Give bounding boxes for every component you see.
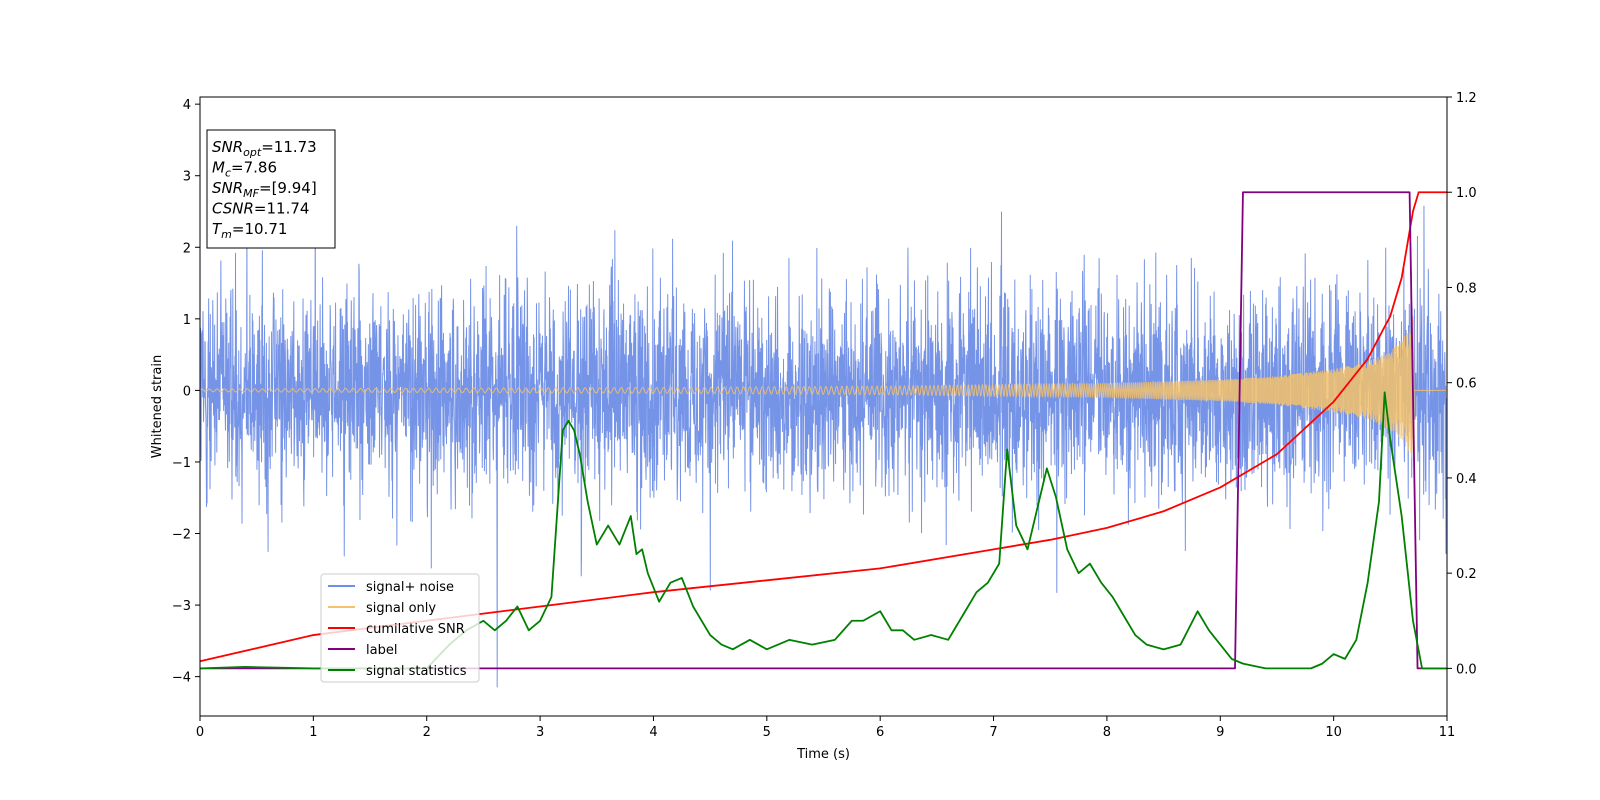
y-left-tick-label: 4 [183,98,191,113]
y-right-tick-label: 1.2 [1456,91,1477,106]
series-cumilative-snr [199,191,1447,663]
legend-label: signal only [366,601,436,616]
legend-frame [320,573,480,683]
legend-label: cumilative SNR [366,622,465,637]
series-layer [199,191,1447,670]
x-tick-label: 8 [1103,725,1111,740]
x-axis-title: Time (s) [796,747,850,762]
x-tick-label: 7 [989,725,997,740]
annotation-line: SNRMF=[9.94] [212,179,317,200]
annotation-line: Tm=10.71 [212,220,287,241]
annotation-line: CSNR=11.74 [212,200,309,218]
x-tick-label: 11 [1439,725,1456,740]
y-right-tick-label: 0.6 [1456,377,1477,392]
y-left-tick-label: −1 [172,456,191,471]
y-left-tick-label: −4 [172,671,191,686]
y-left-tick-label: 0 [183,384,191,399]
y-right-tick-label: 0.2 [1456,567,1477,582]
plot-frame [199,96,1448,717]
x-tick-label: 4 [649,725,657,740]
y-left-tick-label: 3 [183,170,191,185]
x-tick-label: 10 [1325,725,1342,740]
y-right-tick-label: 1.0 [1456,186,1477,201]
series-signal-only [199,316,1447,462]
legend-label: signal+ noise [366,580,454,595]
series-signal-statistics [199,391,1447,670]
annotation-frame [206,129,336,249]
y-left-tick-label: 1 [183,313,191,328]
y-left-tick-label: −2 [172,528,191,543]
annotation-line: Mc=7.86 [212,159,277,180]
legend-label: label [366,643,397,658]
annotation-box: SNRopt=11.73Mc=7.86SNRMF=[9.94]CSNR=11.7… [206,129,336,249]
x-tick-label: 2 [423,725,431,740]
y-axis-title: Whitened strain [150,355,165,458]
y-right-tick-label: 0.0 [1456,662,1477,677]
annotation-line: SNRopt=11.73 [212,138,317,159]
y-left-tick-label: −3 [172,599,191,614]
x-tick-label: 9 [1216,725,1224,740]
x-tick-label: 6 [876,725,884,740]
x-tick-label: 0 [196,725,204,740]
y-right-tick-label: 0.8 [1456,281,1477,296]
legend: signal+ noise signal only cumilative SNR la… [320,573,480,683]
x-tick-label: 5 [763,725,771,740]
y-left-tick-label: 2 [183,241,191,256]
x-tick-label: 3 [536,725,544,740]
y-right-tick-label: 0.4 [1456,472,1477,487]
legend-label: signal statistics [366,664,467,679]
axes-layer: 0 1 2 3 4 5 6 7 8 9 10 1143210−1−2−3−41.21.00.80.60… [150,91,1477,762]
x-tick-label: 1 [309,725,317,740]
